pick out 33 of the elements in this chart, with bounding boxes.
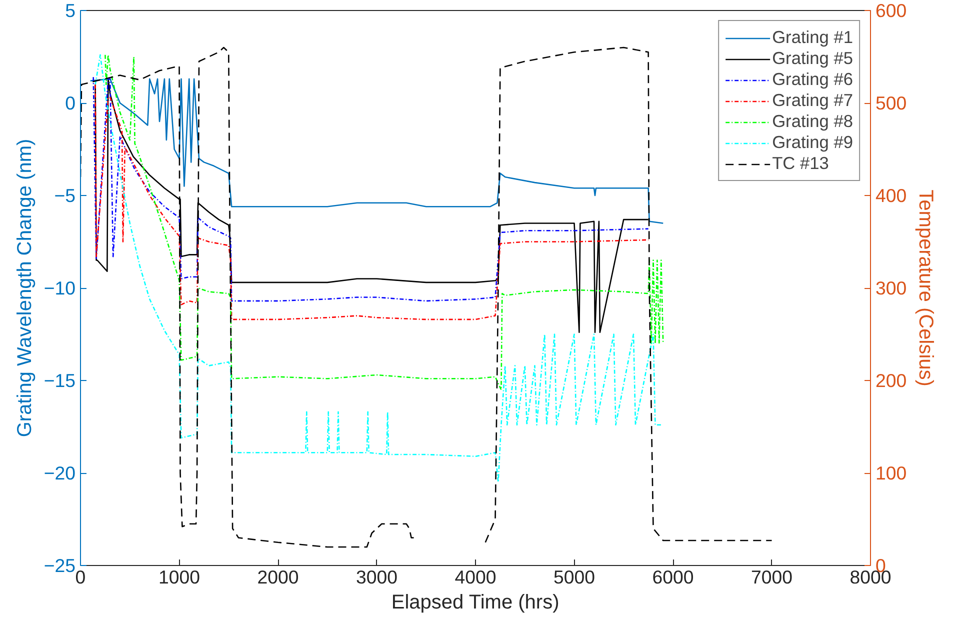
y-tick-label: −25	[44, 555, 76, 576]
y-tick-label: −5	[54, 185, 76, 206]
y2-axis-title: Temperature (Celsius)	[914, 190, 937, 386]
legend-label: Grating #8	[772, 111, 853, 132]
line-series	[104, 54, 664, 390]
line-series	[94, 54, 662, 483]
legend-label: Grating #7	[772, 90, 853, 111]
x-axis-title: Elapsed Time (hrs)	[391, 592, 560, 614]
legend-label: Grating #1	[772, 27, 853, 48]
x-tick-label: 5000	[554, 566, 596, 588]
y-tick-label: −20	[44, 462, 76, 484]
x-tick-label: 4000	[454, 566, 496, 588]
y2-tick-label: 500	[876, 92, 907, 114]
y2-tick-label: 400	[876, 185, 907, 206]
x-tick-label: 7000	[751, 566, 793, 588]
y-axis-title: Grating Wavelength Change (nm)	[14, 138, 36, 438]
y2-tick-label: 600	[876, 0, 907, 21]
y2-tick-label: 200	[876, 370, 907, 391]
y-tick-label: −10	[44, 278, 76, 298]
y-tick-label: −15	[44, 370, 76, 391]
x-tick-label: 6000	[652, 566, 694, 588]
legend-label: TC #13	[772, 153, 829, 174]
line-series	[90, 78, 664, 224]
legend-label: Grating #9	[772, 132, 853, 153]
legend-label: Grating #5	[772, 48, 853, 69]
x-tick-label: 3000	[356, 566, 398, 588]
y2-tick-label: 100	[876, 462, 907, 484]
x-tick-label: 1000	[158, 566, 200, 588]
x-tick-label: 2000	[257, 566, 299, 588]
y-tick-label: 0	[65, 92, 76, 114]
y2-tick-label: 300	[876, 278, 907, 298]
legend-label: Grating #6	[772, 69, 853, 90]
y-tick-label: 5	[65, 0, 76, 21]
